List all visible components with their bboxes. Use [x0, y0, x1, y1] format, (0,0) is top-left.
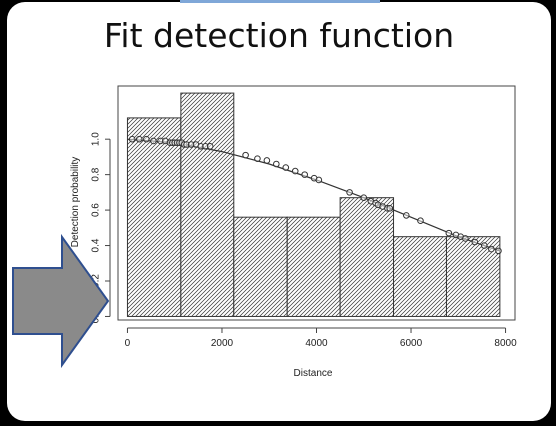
data-point	[301, 171, 308, 178]
slide-panel	[7, 2, 551, 421]
slide-title: Fit detection function	[103, 16, 455, 55]
data-point	[150, 137, 157, 145]
data-point	[135, 135, 143, 143]
data-point	[480, 242, 488, 249]
data-point	[386, 205, 394, 212]
x-tick-label: 2000	[211, 338, 234, 349]
data-point	[417, 217, 424, 225]
data-point	[488, 245, 495, 253]
data-point	[242, 151, 249, 159]
data-point	[254, 155, 261, 162]
x-tick-label: 0	[125, 338, 131, 349]
y-tick-label: 1.0	[91, 132, 102, 146]
y-tick-label: 0.6	[91, 203, 102, 217]
data-point	[128, 135, 136, 143]
x-tick-label: 8000	[494, 338, 517, 349]
data-point	[315, 176, 323, 184]
y-tick-label: 0.2	[91, 274, 102, 288]
histogram-bar	[233, 216, 288, 317]
x-tick-label: 6000	[400, 338, 423, 349]
data-point	[495, 247, 502, 255]
data-point	[445, 229, 453, 237]
histogram-bar	[126, 117, 182, 317]
x-axis-label: Distance	[294, 368, 333, 379]
y-tick-label: 0.8	[91, 167, 102, 181]
data-point	[360, 194, 368, 201]
histogram-bar	[393, 236, 447, 317]
data-point	[282, 164, 290, 171]
data-point	[471, 238, 479, 246]
y-axis-label: Detection probability	[70, 157, 81, 248]
data-point	[206, 142, 214, 150]
plot-frame	[117, 85, 516, 321]
data-point	[291, 167, 299, 175]
x-tick-label: 4000	[305, 338, 328, 349]
data-point	[143, 135, 150, 143]
y-tick-label: 0.4	[91, 238, 102, 252]
accent-bar	[180, 0, 380, 3]
data-point	[263, 157, 271, 164]
data-point	[402, 212, 410, 219]
histogram-bar	[339, 197, 395, 317]
data-point	[273, 160, 280, 168]
histogram-bar	[286, 216, 341, 317]
data-point	[462, 235, 469, 242]
histogram-bar	[180, 92, 235, 317]
data-point	[346, 189, 353, 196]
arrow-icon	[12, 233, 110, 369]
